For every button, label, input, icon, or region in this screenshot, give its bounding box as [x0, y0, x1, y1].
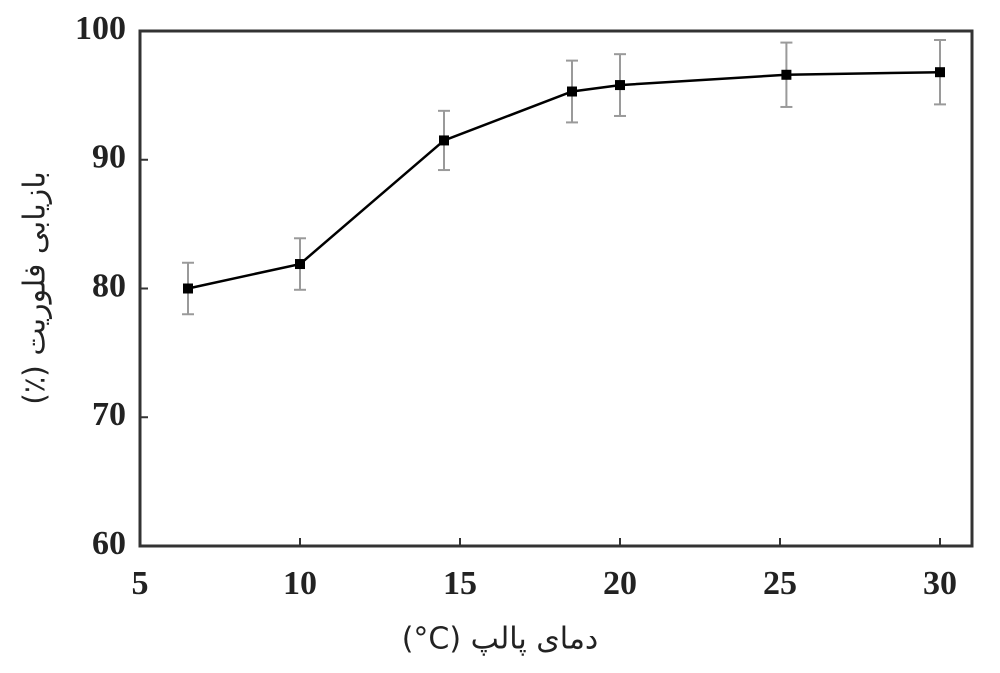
y-tick-label: 60 — [92, 525, 126, 562]
x-tick-label: 25 — [763, 565, 797, 602]
marker — [935, 67, 945, 78]
x-axis-label: دمای پالپ (C°) — [402, 622, 599, 657]
marker — [615, 80, 625, 91]
marker — [295, 259, 305, 270]
marker — [439, 135, 449, 146]
plot-frame — [138, 29, 974, 548]
x-tick-label: 5 — [132, 565, 149, 602]
marker — [567, 86, 577, 97]
marker — [183, 283, 193, 294]
x-tick-label: 15 — [443, 565, 477, 602]
y-axis-label: بازیابی فلوریت (٪) — [18, 171, 53, 404]
x-tick-label: 30 — [923, 565, 957, 602]
x-tick-label: 20 — [603, 565, 637, 602]
y-tick-label: 70 — [92, 396, 126, 433]
marker — [781, 69, 792, 80]
x-tick-label: 10 — [283, 565, 317, 602]
y-tick-label: 80 — [92, 267, 126, 304]
y-tick-label: 90 — [92, 139, 126, 176]
y-tick-label: 100 — [75, 10, 126, 47]
